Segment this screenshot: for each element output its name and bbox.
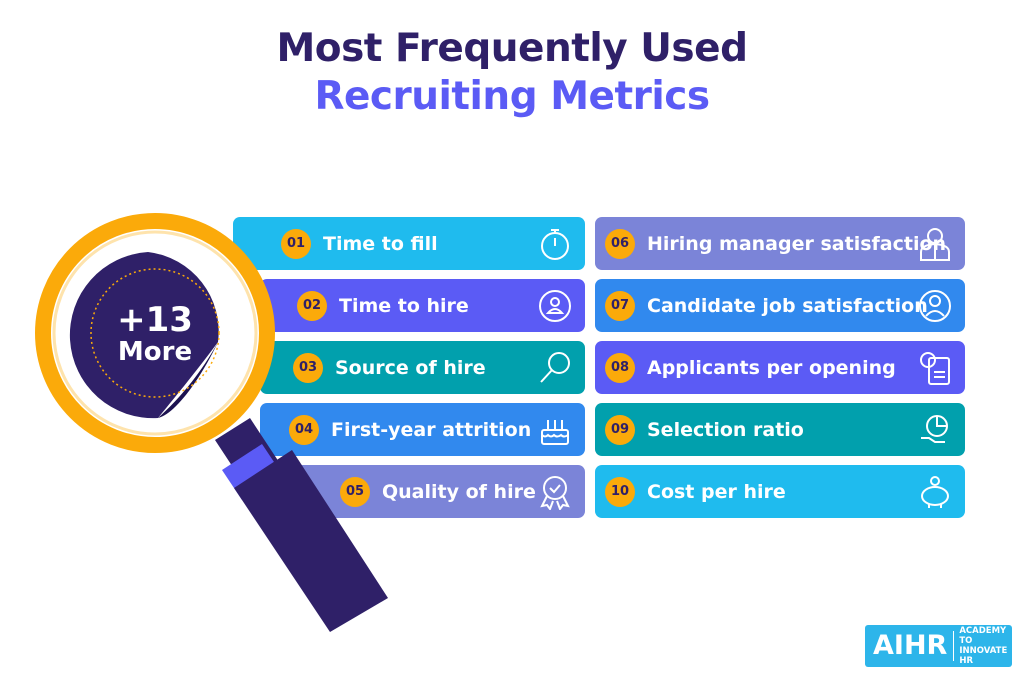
metric-bar-04: 04 First-year attrition	[260, 403, 585, 456]
more-label: More	[118, 337, 192, 367]
metric-bar-03: 03 Source of hire	[260, 341, 585, 394]
metric-bar-09: 09 Selection ratio	[595, 403, 965, 456]
metric-number-badge: 09	[605, 414, 635, 445]
metric-number-badge: 02	[297, 290, 327, 321]
more-count: +13	[117, 300, 193, 340]
metric-label: Cost per hire	[647, 480, 786, 503]
logo-sub: ACADEMY TO INNOVATE HR	[959, 626, 1008, 666]
metric-label: Applicants per opening	[647, 356, 896, 379]
metric-bar-06: 06 Hiring manager satisfaction	[595, 217, 965, 270]
metric-number-badge: 10	[605, 476, 635, 507]
metric-label: Hiring manager satisfaction	[647, 232, 947, 255]
user-cycle-icon	[539, 290, 571, 322]
sticker-circle	[69, 252, 219, 419]
metric-bar-08: 08 Applicants per opening	[595, 341, 965, 394]
metric-number-badge: 05	[340, 476, 370, 507]
piggy-bank-icon	[921, 476, 949, 508]
metric-bar-10: 10 Cost per hire	[595, 465, 965, 518]
title-line-1: Most Frequently Used	[276, 26, 748, 71]
birthday-cake-icon	[541, 420, 569, 445]
manager-icon	[920, 228, 950, 261]
magnifier-icon	[540, 352, 570, 383]
applicant-document-icon	[920, 352, 950, 385]
aihr-logo: AIHR ACADEMY TO INNOVATE HR	[865, 625, 1012, 667]
award-badge-icon	[540, 476, 570, 510]
metric-label: Source of hire	[335, 356, 486, 379]
title-line-2: Recruiting Metrics	[314, 74, 710, 119]
metric-label: First-year attrition	[331, 418, 532, 441]
metric-label: Time to hire	[339, 294, 469, 317]
metric-label: Quality of hire	[382, 480, 536, 503]
metric-number-badge: 08	[605, 352, 635, 383]
metric-number-badge: 03	[293, 352, 323, 383]
stopwatch-icon	[541, 229, 569, 260]
metric-number-badge: 04	[289, 414, 319, 445]
metric-bar-07: 07 Candidate job satisfaction	[595, 279, 965, 332]
metric-label: Selection ratio	[647, 418, 804, 441]
user-check-icon	[919, 290, 951, 322]
logo-main: AIHR	[865, 631, 955, 661]
metric-number-badge: 01	[281, 228, 311, 259]
metric-number-badge: 07	[605, 290, 635, 321]
metric-label: Candidate job satisfaction	[647, 294, 928, 317]
metric-label: Time to fill	[323, 232, 438, 255]
magnifier-handle	[215, 418, 388, 632]
pie-chart-hand-icon	[921, 415, 948, 443]
metric-number-badge: 06	[605, 228, 635, 259]
metric-bar-02: 02 Time to hire	[260, 279, 585, 332]
metric-bar-01: 01 Time to fill	[233, 217, 585, 270]
